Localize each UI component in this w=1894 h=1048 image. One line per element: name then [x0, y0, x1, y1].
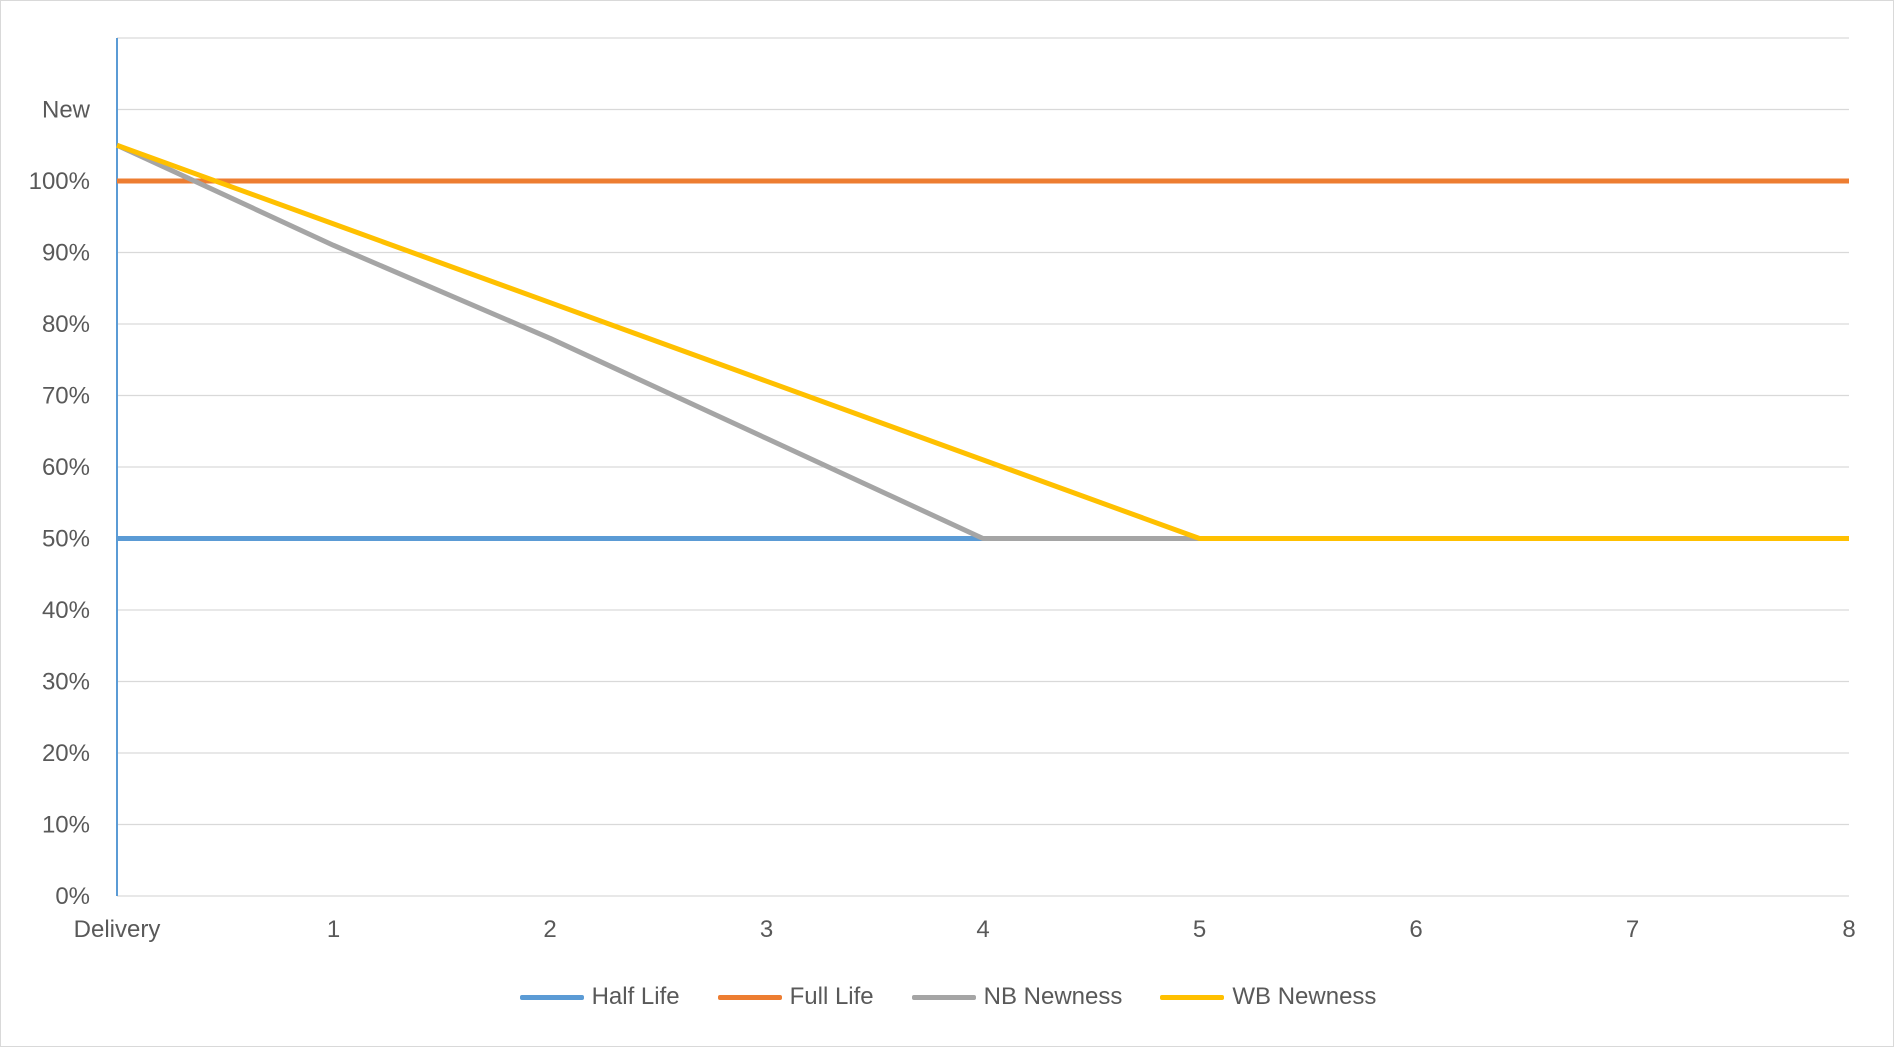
series-line-wb-newness [116, 142, 1849, 541]
x-tick-label: 8 [1842, 916, 1855, 943]
legend-label: Half Life [591, 983, 680, 1010]
x-tick-label: 1 [327, 916, 340, 943]
legend-swatch [519, 994, 584, 1000]
legend-item: WB Newness [1160, 983, 1376, 1011]
y-tick-label: New [42, 97, 91, 124]
legend-swatch [1160, 994, 1225, 1000]
y-tick-label: 20% [42, 740, 90, 767]
y-tick-label: 30% [42, 669, 90, 696]
x-tick-label: 6 [1409, 916, 1422, 943]
x-tick-label: 3 [760, 916, 773, 943]
y-tick-label: 10% [42, 812, 90, 839]
series-line-nb-newness [115, 142, 1200, 541]
y-tick-label: 90% [42, 240, 90, 267]
y-tick-label: 60% [42, 454, 90, 481]
y-tick-label: 50% [42, 526, 90, 553]
legend-item: Full Life [717, 983, 874, 1011]
legend-label: NB Newness [983, 983, 1123, 1010]
series-lines [115, 142, 1849, 541]
x-tick-label: 2 [543, 916, 556, 943]
x-tick-label: 4 [976, 916, 989, 943]
legend: Half Life Full Life NB Newness WB Newness [1, 983, 1894, 1011]
legend-swatch [717, 994, 782, 1000]
gridlines [117, 37, 1849, 897]
legend-item: Half Life [519, 983, 680, 1011]
y-tick-label: 70% [42, 383, 90, 410]
y-tick-label: 0% [55, 883, 90, 910]
x-tick-label: Delivery [74, 916, 161, 943]
legend-label: WB Newness [1232, 983, 1377, 1010]
tick-labels: 0% 10% 20% 30% 40% 50% 60% 70% 80% 90% 100% New Deli… [29, 97, 1856, 944]
legend-item: NB Newness [911, 983, 1123, 1011]
y-tick-label: 40% [42, 597, 90, 624]
x-tick-label: 5 [1193, 916, 1206, 943]
x-tick-label: 7 [1626, 916, 1639, 943]
y-tick-label: 80% [42, 311, 90, 338]
legend-label: Full Life [789, 983, 874, 1010]
legend-swatch [911, 994, 976, 1000]
y-tick-label: 100% [29, 168, 90, 195]
